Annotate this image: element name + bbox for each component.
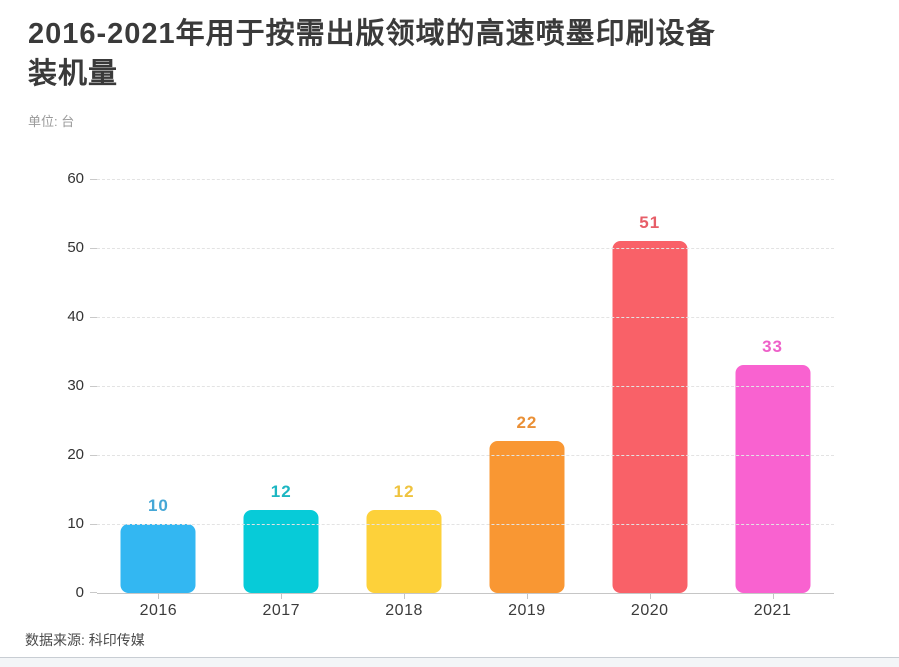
- y-axis-label-40: 40: [67, 308, 84, 325]
- y-axis-tick-10: [90, 524, 97, 525]
- y-axis-tick-40: [90, 317, 97, 318]
- window-bottom-edge: [0, 657, 899, 667]
- bar-band-2020: 51 2020: [588, 179, 711, 619]
- bar-value-label-2017: 12: [270, 482, 292, 501]
- y-axis-label-10: 10: [67, 515, 84, 532]
- chart-title: 2016-2021年用于按需出版领域的高速喷墨印刷设备 装机量: [28, 14, 878, 94]
- x-axis-label-2018: 2018: [385, 602, 423, 619]
- y-axis-label-60: 60: [67, 170, 84, 187]
- chart-title-line1: 2016-2021年用于按需出版领域的高速喷墨印刷设备: [28, 18, 716, 50]
- x-axis-tick-2021: [772, 593, 774, 599]
- x-axis-tick-2020: [649, 593, 651, 599]
- unit-label: 单位: 台: [28, 114, 75, 129]
- x-axis-tick-2019: [526, 593, 528, 599]
- bar-value-label-2016: 10: [147, 496, 169, 515]
- bar-value-label-2018: 12: [393, 482, 415, 501]
- y-axis-label-30: 30: [67, 377, 84, 394]
- gridline-50: [97, 248, 834, 249]
- bar-band-2021: 33 2021: [711, 179, 834, 619]
- gridline-30: [97, 386, 834, 387]
- x-axis-tick-2018: [404, 593, 406, 599]
- chart-title-line2: 装机量: [28, 58, 119, 90]
- x-axis-label-2020: 2020: [630, 602, 669, 619]
- x-axis-label-2019: 2019: [508, 602, 546, 619]
- gridline-40: [97, 317, 834, 318]
- gridline-20: [97, 455, 834, 456]
- bar-band-2017: 12 2017: [220, 179, 343, 619]
- y-axis-label-50: 50: [67, 239, 84, 256]
- bar-2019: [489, 441, 565, 593]
- y-axis-label-0: 0: [75, 584, 84, 601]
- bar-2020: [612, 241, 688, 593]
- y-axis-tick-20: [90, 455, 97, 456]
- y-axis-tick-60: [90, 179, 97, 180]
- x-axis-label-2016: 2016: [139, 602, 178, 619]
- gridline-10: [97, 524, 834, 525]
- x-axis-tick-2017: [281, 593, 283, 599]
- x-axis-tick-2016: [158, 593, 160, 599]
- bar-chart-plot-area: 10 2016 12 2017 12 2018 22 2019 51 2020 33 2021: [90, 179, 834, 619]
- bar-2016: [120, 524, 196, 593]
- bar-value-label-2021: 33: [762, 337, 784, 356]
- bar-value-label-2020: 51: [639, 213, 661, 232]
- bar-2021: [735, 365, 811, 593]
- gridline-60: [97, 179, 834, 180]
- data-source-label: 数据来源: 科印传媒: [25, 632, 145, 648]
- bar-band-2016: 10 2016: [97, 179, 220, 619]
- y-axis-label-20: 20: [67, 446, 84, 463]
- x-axis-label-2017: 2017: [262, 602, 301, 619]
- y-axis-tick-30: [90, 386, 97, 387]
- bar-band-2019: 22 2019: [465, 179, 588, 619]
- bar-2018: [366, 510, 442, 593]
- y-axis: 0 10 20 30 40 50 60: [26, 170, 88, 601]
- y-axis-tick-50: [90, 248, 97, 249]
- bar-band-2018: 12 2018: [343, 179, 466, 619]
- x-axis-label-2021: 2021: [753, 602, 792, 619]
- bar-2017: [243, 510, 319, 593]
- y-axis-tick-0: [90, 592, 97, 593]
- bar-series: 10 2016 12 2017 12 2018 22 2019 51 2020 33 2021: [97, 179, 834, 619]
- bar-value-label-2019: 22: [516, 413, 538, 432]
